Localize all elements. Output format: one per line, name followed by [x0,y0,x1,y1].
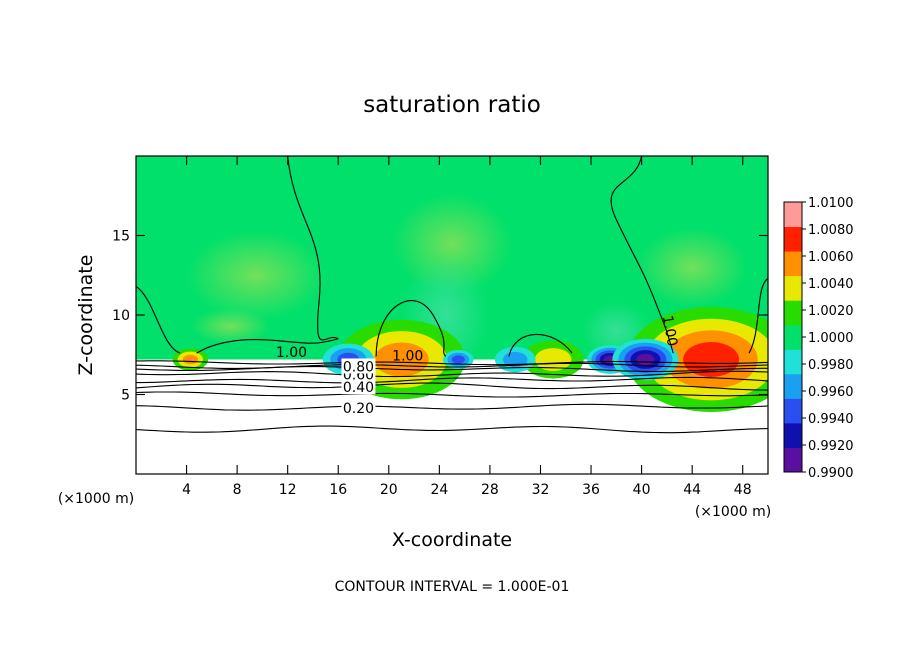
contour-interval-note: CONTOUR INTERVAL = 1.000E-01 [335,579,570,595]
contour-line [508,333,573,357]
x-tick-label: 44 [683,482,701,498]
contour-line [136,403,768,411]
colorbar-tick-label: 0.9920 [808,439,854,454]
contour-label: 0.20 [343,401,374,417]
contour-label: 1.00 [392,348,423,364]
anomaly-layer [451,355,465,364]
contour-label: 0.40 [343,380,374,396]
field-patch [186,230,327,321]
x-tick-label: 12 [279,482,297,498]
colorbar-swatch [784,349,802,375]
colorbar-tick-label: 0.9940 [808,412,854,427]
colorbar-tick-label: 1.0000 [808,331,854,346]
x-axis-label: X-coordinate [392,529,512,551]
anomaly-layer [182,354,198,365]
colorbar-tick-label: 1.0080 [808,223,854,238]
colorbar-swatch [784,398,802,424]
x-unit-left: (×1000 m) [58,491,134,507]
contour-line [287,156,339,341]
x-tick-label: 28 [481,482,499,498]
contour-line [136,370,768,378]
y-axis-label: Z-coordinate [75,255,97,376]
chart-title: saturation ratio [363,92,541,118]
y-tick-label: 5 [121,388,130,404]
colorbar-swatch [784,373,802,399]
contour-label: 1.00 [276,345,307,361]
contour-line [136,360,768,366]
contour-label: 1.00 [659,314,680,347]
colorbar-tick-label: 1.0060 [808,250,854,265]
anomaly-layer [534,348,572,371]
colorbar-tick-label: 1.0040 [808,277,854,292]
x-tick-label: 40 [633,482,651,498]
colorbar-swatch [784,275,802,301]
contour-lines [136,156,768,434]
anomaly-layer [374,342,429,377]
x-tick-label: 36 [582,482,600,498]
x-tick-label: 8 [233,482,242,498]
x-tick-label: 4 [182,482,191,498]
colorbar-swatch [784,202,802,228]
colorbar-swatch [784,300,802,326]
contour-line [136,362,768,369]
x-tick-label: 16 [329,482,347,498]
y-tick-label: 15 [112,229,130,245]
x-tick-label: 20 [380,482,398,498]
contour-line [136,376,768,384]
contour-label-bg [341,358,376,374]
contour-line [748,277,768,354]
contour-line [136,391,768,398]
y-tick-label: 10 [112,308,130,324]
contour-labels: 1.00 1.001.000.200.400.600.80 [276,314,680,417]
contour-line [136,366,768,373]
contour-label-bg [341,379,376,395]
contour-line [196,338,339,354]
contour-label: 0.80 [343,359,374,375]
colorbar: 1.0100 1.0080 1.0060 1.0040 1.0020 1.0000 0.99… [783,196,854,481]
contour-line [610,156,674,354]
field-patch [190,308,271,345]
x-tick-label: 32 [532,482,550,498]
contour-line [136,425,768,434]
x-tick-label: 48 [734,482,752,498]
contour-line [375,300,447,357]
colorbar-tick-label: 0.9980 [808,358,854,373]
colorbar-tick-label: 0.9900 [808,466,854,481]
field-patch [637,227,748,308]
colorbar-swatch [784,324,802,350]
x-tick-label: 24 [430,482,448,498]
contour-label-bg [341,399,376,415]
contour-line [136,285,181,354]
colorbar-tick-label: 1.0100 [808,196,854,211]
x-unit-right: (×1000 m) [695,504,771,520]
colorbar-swatch [784,251,802,277]
contour-line [136,382,768,391]
plot-area [136,156,768,474]
colorbar-swatch [784,226,802,252]
colorbar-swatch [784,447,802,473]
colorbar-tick-label: 1.0020 [808,304,854,319]
anomaly-layer [636,353,655,366]
anomaly-layer [683,342,740,378]
colorbar-swatch [784,422,802,448]
colorbar-tick-label: 0.9960 [808,385,854,400]
